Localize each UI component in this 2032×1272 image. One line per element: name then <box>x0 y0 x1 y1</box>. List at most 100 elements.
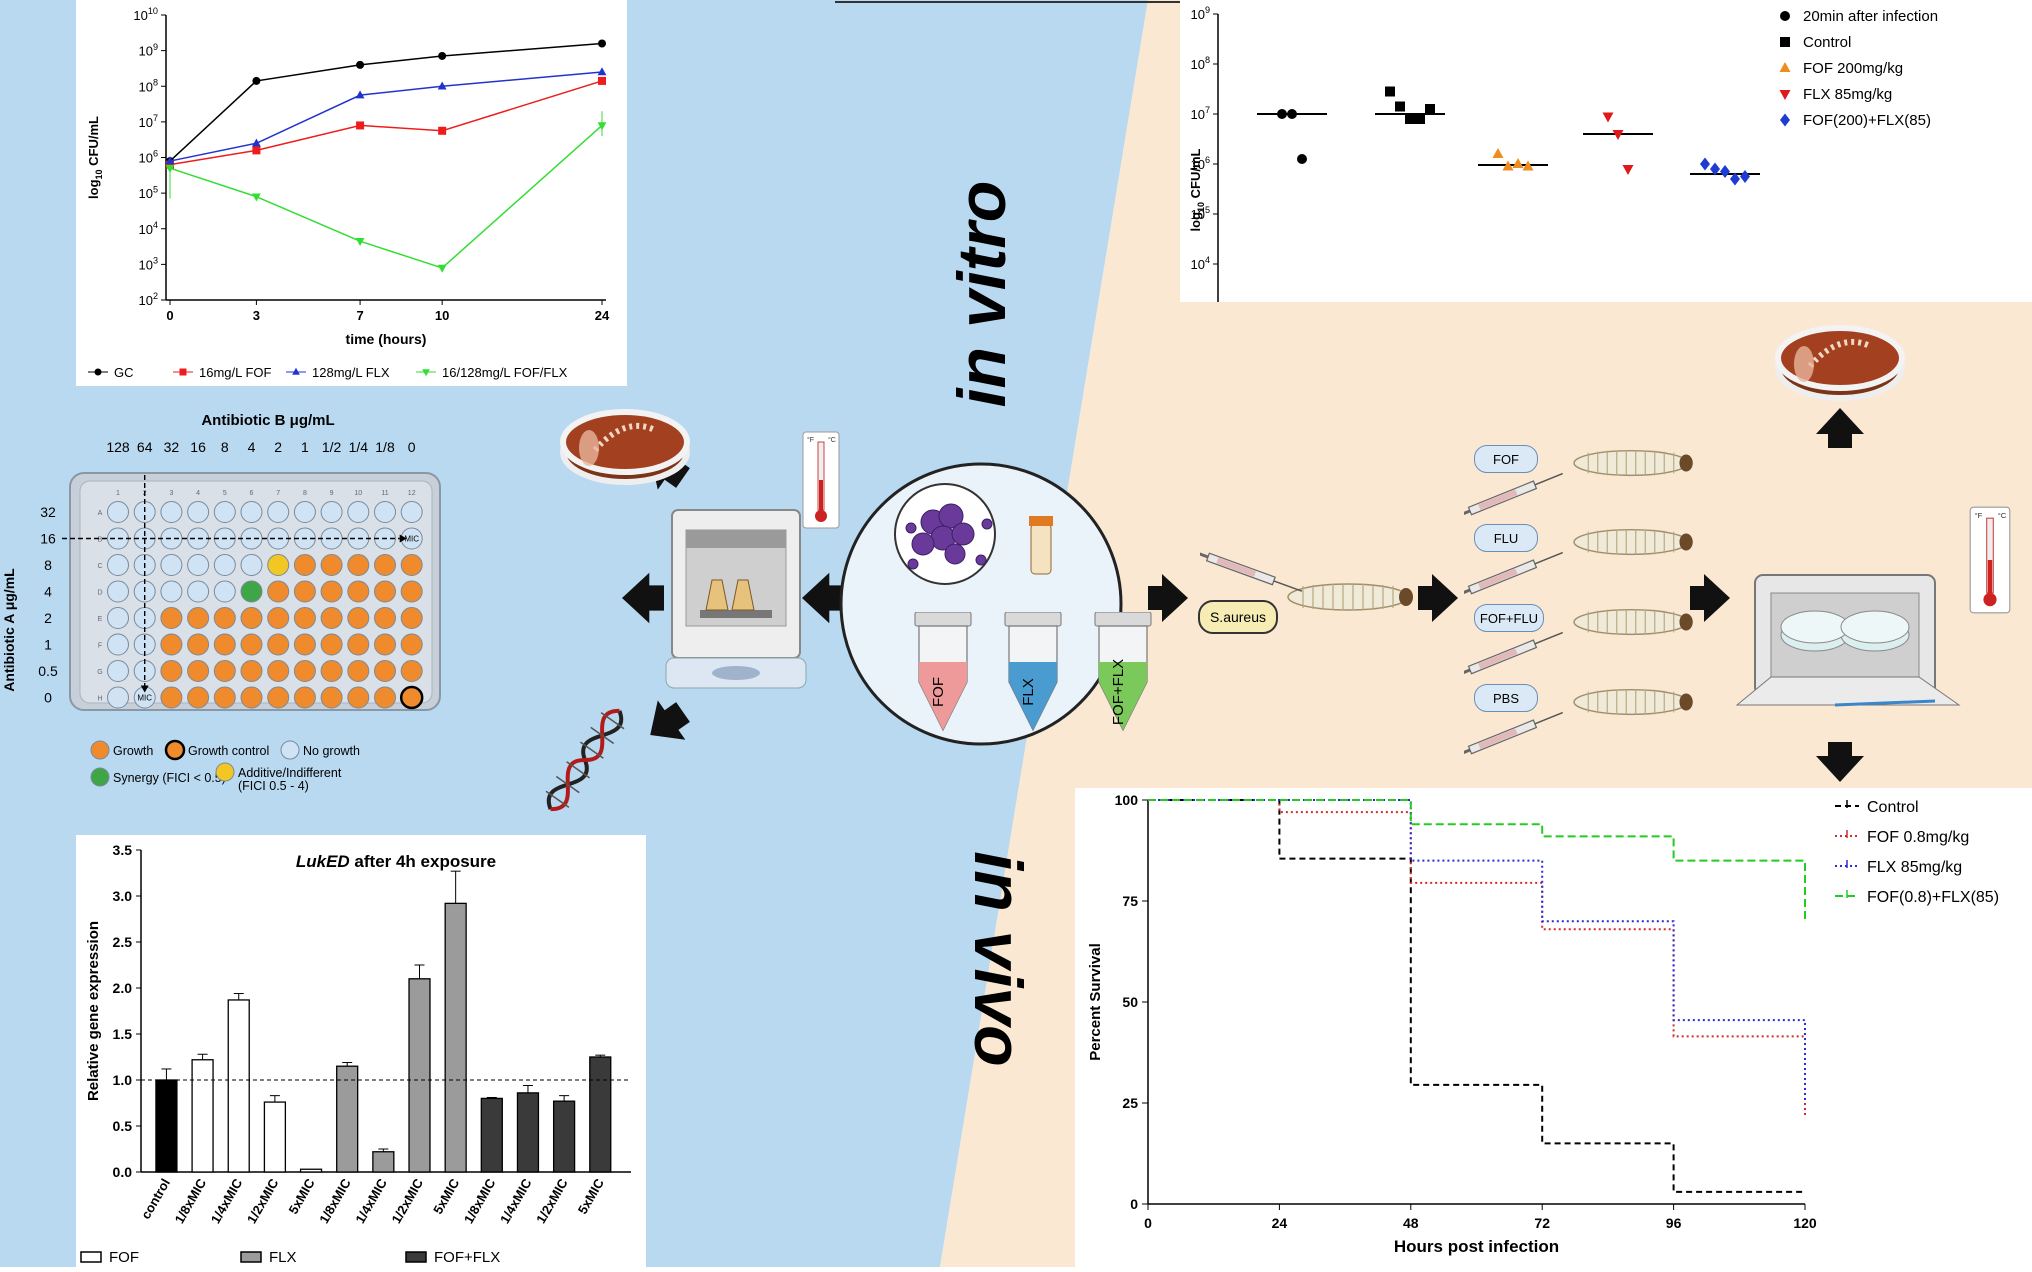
plate-row-letter: G <box>97 669 102 676</box>
y-tick-label: 108 <box>1190 55 1210 72</box>
well <box>374 580 396 603</box>
well <box>374 501 396 523</box>
well <box>267 660 290 682</box>
legend-swatch <box>90 740 110 760</box>
legend-label: 128mg/L FLX <box>312 365 390 380</box>
x-tick-label: 72 <box>1534 1215 1550 1231</box>
y-tick-label: 102 <box>138 291 158 308</box>
legend-label: GC <box>114 365 134 380</box>
larva-syringe <box>1464 528 1694 603</box>
well <box>107 580 129 603</box>
well <box>240 554 263 576</box>
plate-col-number: 3 <box>169 490 173 497</box>
timekill-chart: 1010 109 108 107 106 105 104 103 102 0 3 7 10 24 time … <box>86 6 610 380</box>
data-point <box>1405 114 1415 124</box>
well <box>320 686 343 709</box>
y-tick-label: 2.0 <box>113 980 133 996</box>
larva-syringe <box>1464 688 1694 763</box>
bar <box>589 1056 612 1173</box>
larva-syringe <box>1464 449 1694 524</box>
larva-icon <box>1573 688 1694 716</box>
y-tick-label: 105 <box>138 184 158 201</box>
legend-sublabel: (FICI 0.5 - 4) <box>238 779 309 793</box>
y-tick-label: 109 <box>138 42 158 59</box>
syringe-icon <box>1464 624 1567 683</box>
legend-swatch <box>80 1251 102 1263</box>
legend-marker <box>1779 62 1791 72</box>
well <box>320 501 343 523</box>
legend-label: FOF(0.8)+FLX(85) <box>1867 889 1999 906</box>
well <box>347 633 370 656</box>
well <box>160 501 183 523</box>
data-point <box>1700 157 1710 171</box>
x-axis-label: time (hours) <box>346 331 427 347</box>
well <box>267 633 290 656</box>
data-point <box>355 238 365 247</box>
luked-chart: 0.0 0.5 1.0 1.5 2.0 2.5 3.0 3.5 Relative gene ex… <box>80 842 631 1266</box>
data-point <box>1395 101 1405 112</box>
well <box>400 660 423 682</box>
x-tick-label: 0 <box>166 308 173 323</box>
y-axis-label: log10 CFU/mL <box>1188 148 1206 231</box>
y-tick-label: 100 <box>1115 792 1139 808</box>
plate-col-number: 4 <box>196 490 200 497</box>
legend-marker <box>1780 11 1790 21</box>
y-tick-label: 75 <box>1122 893 1138 909</box>
well <box>293 501 316 523</box>
well <box>320 633 343 656</box>
x-tick-label: 24 <box>1272 1215 1288 1231</box>
x-tick-label: 1/4xMIC <box>352 1175 390 1226</box>
plate-col-number: 1 <box>116 490 120 497</box>
well <box>213 554 236 576</box>
plate-col-number: 12 <box>408 490 416 497</box>
syringe-icon <box>1464 544 1567 603</box>
row-label: 0 <box>44 690 52 706</box>
legend-swatch <box>240 1251 262 1263</box>
well <box>399 685 424 710</box>
data-point <box>252 146 261 155</box>
series-line <box>169 80 603 166</box>
well <box>400 607 423 629</box>
y-tick-label: 108 <box>138 77 158 94</box>
row-label: 2 <box>44 610 52 626</box>
legend-marker <box>1780 113 1790 127</box>
x-tick-label: 1/4xMIC <box>497 1175 535 1226</box>
legend-marker <box>94 368 102 376</box>
well <box>107 633 129 656</box>
well <box>240 607 263 629</box>
s-aureus-label: S.aureus <box>1209 609 1267 625</box>
column-label: 1 <box>301 439 309 455</box>
well <box>347 607 370 629</box>
y-axis-label: Percent Survival <box>1087 943 1104 1061</box>
data-point <box>1415 114 1425 124</box>
well <box>320 660 343 682</box>
plate-col-number: 7 <box>276 490 280 497</box>
column-label: 1/4 <box>349 439 369 455</box>
data-point <box>1622 165 1634 175</box>
legend-label: Growth control <box>188 744 269 758</box>
y-tick-label: 0.0 <box>113 1164 133 1180</box>
x-tick-label: 5xMIC <box>285 1175 317 1216</box>
data-point <box>1710 162 1720 176</box>
legend-label: 16mg/L FOF <box>199 365 272 380</box>
data-point <box>1502 160 1514 171</box>
tube-label: FLX <box>1020 678 1037 706</box>
data-point <box>1287 109 1297 119</box>
treatment-badge: FOF+FLU <box>1474 604 1544 632</box>
data-point <box>1492 148 1504 158</box>
data-point <box>598 39 606 48</box>
legend-label: Control <box>1867 799 1919 816</box>
plate-y-label: Antibiotic A μg/mL <box>1 568 17 692</box>
legend-label: 20min after infection <box>1803 8 1938 25</box>
y-tick-label: 105 <box>1190 205 1210 222</box>
well <box>133 607 156 629</box>
treatment-label: FOF <box>1493 451 1519 467</box>
x-tick-label: 5xMIC <box>575 1175 607 1216</box>
treatment-label: FLU <box>1493 530 1519 546</box>
x-tick-label: 7 <box>356 308 363 323</box>
x-tick-label: 1/2xMIC <box>389 1175 427 1226</box>
tube-icon: FLX <box>1004 612 1062 732</box>
data-point <box>356 121 365 130</box>
survival-line <box>1148 799 1806 1103</box>
